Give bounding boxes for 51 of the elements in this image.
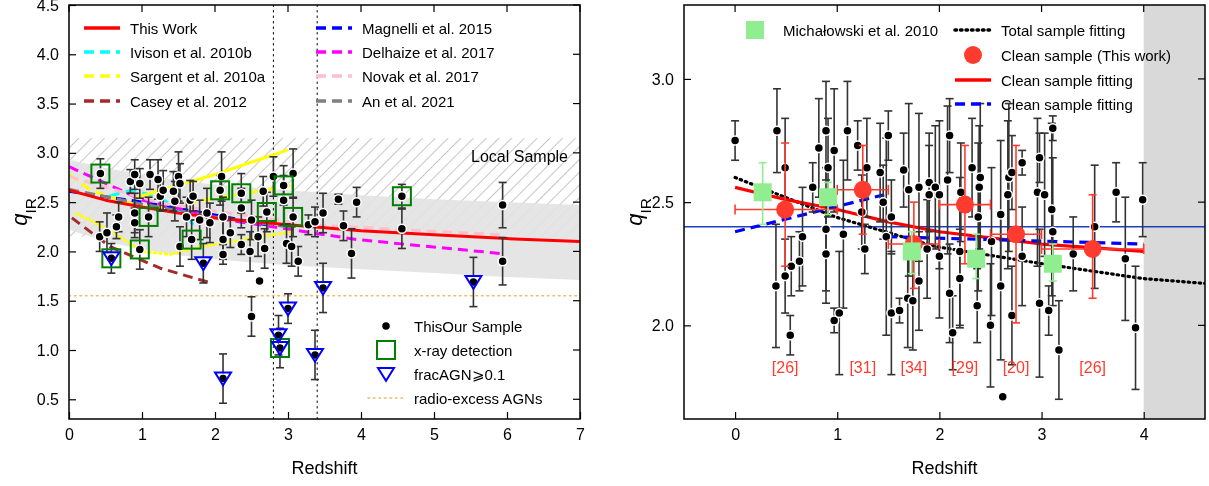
y-tick-label: 2.0 [36,243,60,261]
annotation: [34] [900,359,928,376]
legend-label: Clean sample fitting [1001,95,1133,113]
x-tick-label: 0 [731,426,741,444]
x-tick-label: 0 [65,426,75,444]
legend-label: Michałowski et al. 2010 [783,21,939,39]
legend-label: Clean sample fitting [1001,71,1133,89]
x-tick-label: 1 [833,426,843,444]
y-tick-label: 4.5 [36,0,60,14]
y-tick-label: 4.0 [36,45,60,63]
y-tick-label: 3.0 [36,144,60,162]
legend-label: Total sample fitting [1001,21,1126,39]
legend-label: Clean sample (This work) [1001,46,1172,64]
y-tick-label: 2.0 [651,316,675,334]
x-tick-label: 5 [430,426,440,444]
annotation: [20] [1002,359,1030,376]
legend-label: This Work [130,19,198,37]
x-axis-title: Redshift [291,458,358,478]
legend-label: Delhaize et al. 2017 [362,43,495,61]
y-tick-label: 3.0 [651,70,675,88]
x-tick-label: 6 [503,426,513,444]
y-tick-label: 1.5 [36,292,60,310]
x-tick-label: 7 [576,426,586,444]
annotation: [29] [951,359,979,376]
y-tick-label: 0.5 [36,390,60,408]
y-tick-label: 1.0 [36,341,60,359]
x-axis-title: Redshift [911,458,978,478]
x-tick-label: 4 [1139,426,1149,444]
x-tick-label: 1 [138,426,148,444]
x-tick-label: 4 [357,426,367,444]
annotation: [31] [849,359,877,376]
x-tick-label: 2 [211,426,221,444]
annotation: [26] [771,359,799,376]
y-tick-label: 2.5 [36,193,60,211]
x-tick-label: 2 [935,426,945,444]
legend-label: x-ray detection [414,341,513,359]
x-tick-label: 3 [284,426,294,444]
legend-label: Sargent et al. 2010a [130,67,266,85]
legend-label: Ivison et al. 2010b [130,43,252,61]
legend-label: radio-excess AGNs [414,389,543,407]
legend-label: An et al. 2021 [362,92,455,110]
band-label: Local Sample [471,148,569,166]
legend-label: fracAGN⩾0.1 [414,365,506,383]
x-tick-label: 3 [1037,426,1047,444]
legend-label: Casey et al. 2012 [130,92,247,110]
y-tick-label: 2.5 [651,193,675,211]
legend-label: Novak et al. 2017 [362,67,479,85]
annotation: [26] [1079,359,1106,376]
y-tick-label: 3.5 [36,95,60,113]
legend-label: Magnelli et al. 2015 [362,19,493,37]
legend-label: ThisOur Sample [414,317,523,335]
